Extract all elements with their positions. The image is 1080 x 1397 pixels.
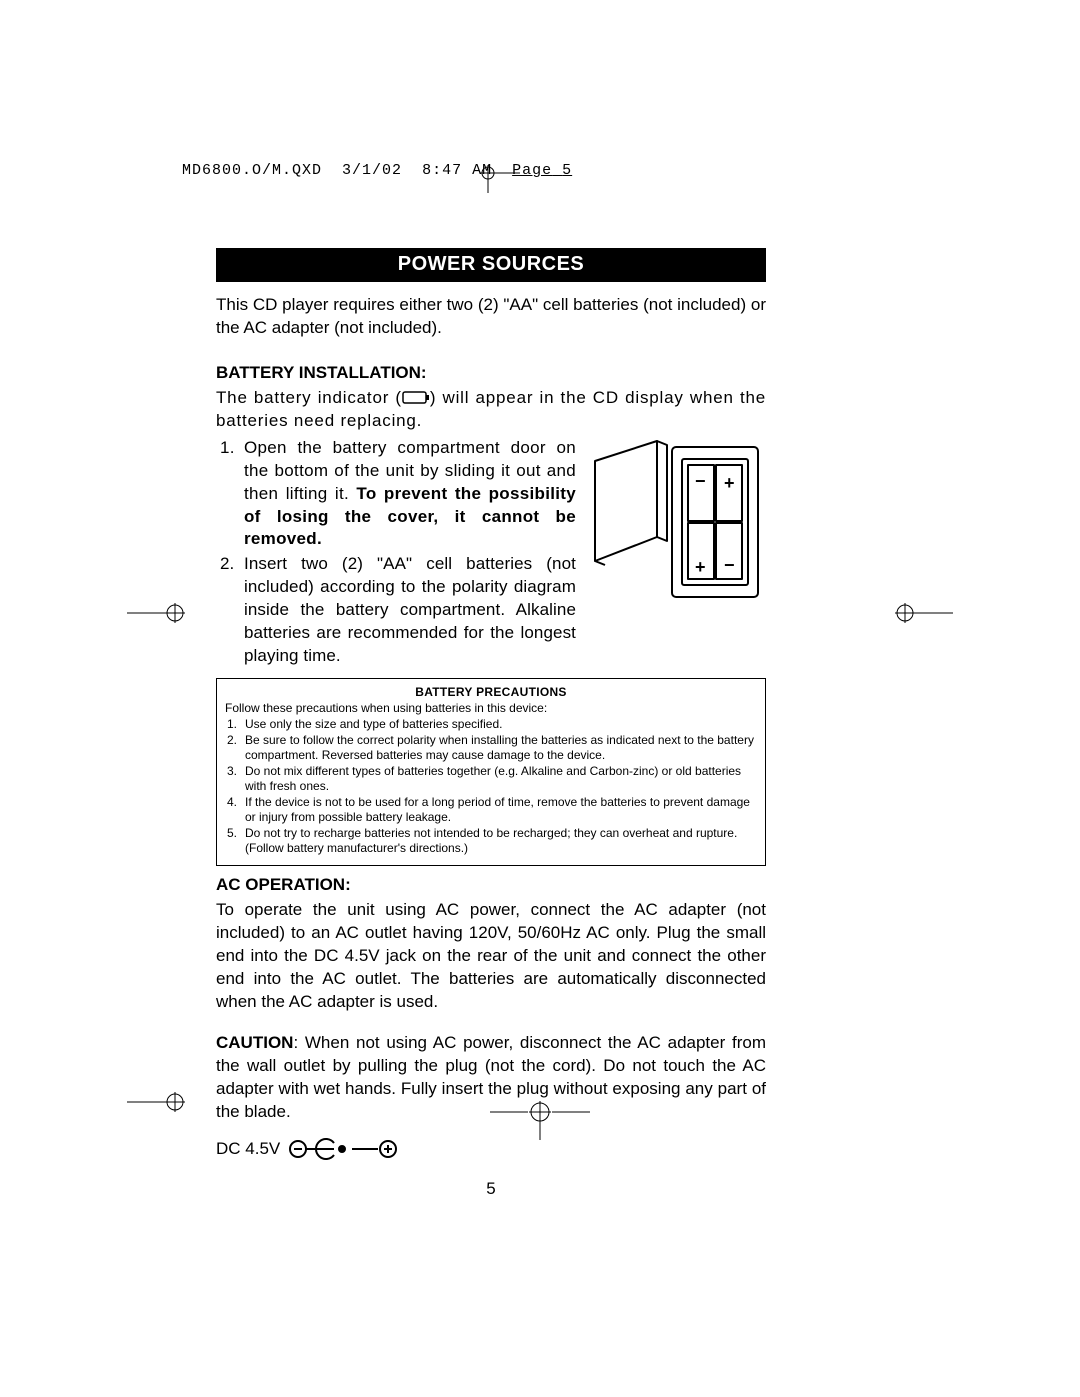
svg-text:−: − [695,471,706,491]
precaution-text: Use only the size and type of batteries … [245,717,502,731]
precaution-item: 4. If the device is not to be used for a … [225,795,757,825]
intro-paragraph: This CD player requires either two (2) "… [216,294,766,340]
page-number: 5 [486,1179,495,1199]
precaution-item: 2. Be sure to follow the correct polarity… [225,733,757,763]
dc-label: DC 4.5V [216,1139,280,1159]
precaution-text: Do not mix different types of batteries … [245,764,741,793]
registration-mark-icon [480,153,520,193]
precautions-list: 1. Use only the size and type of batterie… [225,717,757,856]
ac-text: To operate the unit using AC power, conn… [216,899,766,1014]
svg-text:+: + [724,473,735,493]
svg-text:−: − [724,555,735,575]
install-step-1: 1. Open the battery compartment door on … [216,437,576,552]
section-title: POWER SOURCES [216,248,766,282]
battery-heading: BATTERY INSTALLATION: [216,362,766,385]
battery-precautions-box: BATTERY PRECAUTIONS Follow these precaut… [216,678,766,866]
header-date: 3/1/02 [342,162,402,179]
precautions-intro: Follow these precautions when using batt… [225,701,757,715]
header-filename: MD6800.O/M.QXD [182,162,322,179]
battery-indicator-text: The battery indicator () will appear in … [216,387,766,433]
ac-heading: AC OPERATION: [216,874,766,897]
precaution-item: 3. Do not mix different types of batterie… [225,764,757,794]
step-number: 1. [220,437,235,460]
precautions-title: BATTERY PRECAUTIONS [225,685,757,699]
page-content: POWER SOURCES This CD player requires ei… [216,248,766,1161]
header-page-num: 5 [562,162,572,179]
precaution-text: Be sure to follow the correct polarity w… [245,733,754,762]
step-number: 2. [220,553,234,576]
precaution-text: Do not try to recharge batteries not int… [245,826,737,855]
registration-mark-icon [127,1087,187,1117]
svg-text:+: + [695,557,706,577]
caution-paragraph: CAUTION: When not using AC power, discon… [216,1032,766,1124]
precaution-num: 4. [227,795,237,810]
indicator-pre: The battery indicator ( [216,388,402,407]
caution-label: CAUTION [216,1033,293,1052]
dc-polarity-line: DC 4.5V [216,1137,766,1161]
precaution-item: 5. Do not try to recharge batteries not i… [225,826,757,856]
precaution-item: 1. Use only the size and type of batterie… [225,717,757,732]
battery-install-section: The battery indicator () will appear in … [216,387,766,668]
precaution-text: If the device is not to be used for a lo… [245,795,750,824]
precaution-num: 3. [227,764,237,779]
registration-mark-icon [127,598,187,628]
battery-compartment-figure: − + + − [587,437,772,607]
precaution-num: 1. [227,717,237,732]
caution-text: : When not using AC power, disconnect th… [216,1033,766,1121]
dc-polarity-icon [288,1137,398,1161]
precaution-num: 2. [227,733,237,748]
precaution-num: 5. [227,826,237,841]
step-text: Insert two (2) "AA" cell batteries (not … [244,554,576,665]
registration-mark-icon [893,598,953,628]
install-step-2: 2. Insert two (2) "AA" cell batteries (n… [216,553,576,668]
battery-indicator-icon [402,391,430,404]
